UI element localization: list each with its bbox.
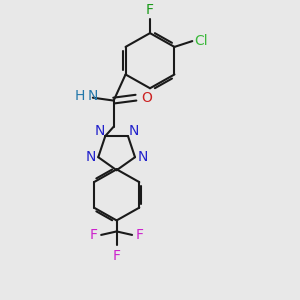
Text: F: F <box>112 249 121 263</box>
Text: O: O <box>141 91 152 105</box>
Text: N: N <box>94 124 104 138</box>
Text: F: F <box>146 3 154 17</box>
Text: F: F <box>136 228 144 242</box>
Text: F: F <box>90 228 98 242</box>
Text: H: H <box>74 89 85 103</box>
Text: N: N <box>85 150 96 164</box>
Text: N: N <box>137 150 148 164</box>
Text: N: N <box>129 124 139 138</box>
Text: Cl: Cl <box>194 34 207 47</box>
Text: N: N <box>88 89 98 103</box>
